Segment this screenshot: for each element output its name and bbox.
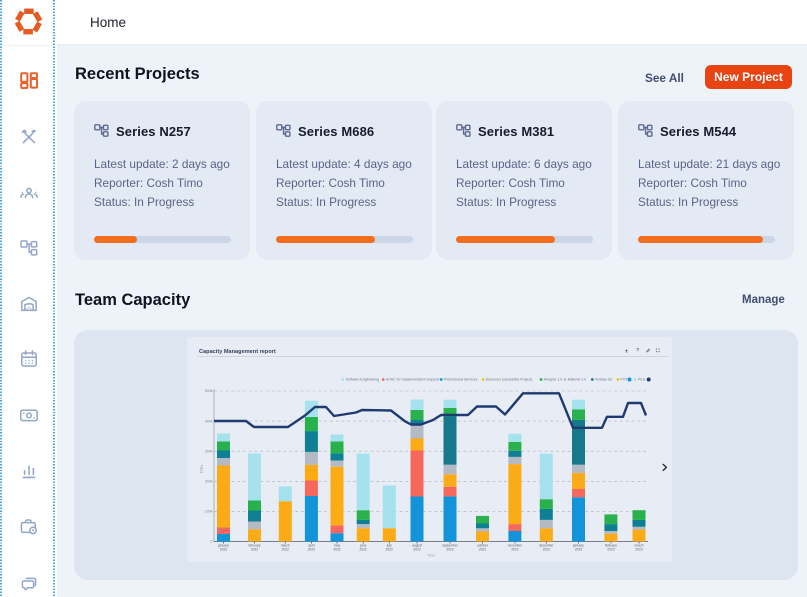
svg-text:200k: 200k <box>205 480 213 484</box>
svg-text:february: february <box>248 544 260 548</box>
svg-text:2022: 2022 <box>220 548 228 552</box>
svg-text:january: january <box>572 544 584 548</box>
svg-text:january: january <box>217 544 229 548</box>
svg-text:february: february <box>605 544 617 548</box>
svg-text:PVT: PVT <box>621 378 629 382</box>
svg-text:2023: 2023 <box>635 548 643 552</box>
svg-text:0: 0 <box>211 540 213 544</box>
svg-text:2022: 2022 <box>251 548 259 552</box>
svg-text:300k: 300k <box>205 449 213 453</box>
svg-text:Professional Services: Professional Services <box>444 378 478 382</box>
svg-text:2022: 2022 <box>479 548 487 552</box>
svg-text:april: april <box>308 544 314 548</box>
svg-text:Discovery (specialists Project: Discovery (specialists Project) <box>486 378 533 382</box>
svg-text:2022: 2022 <box>446 548 454 552</box>
svg-text:august: august <box>412 544 422 548</box>
svg-text:2022: 2022 <box>308 548 316 552</box>
svg-text:500k: 500k <box>205 389 213 393</box>
svg-text:march: march <box>281 544 290 548</box>
svg-text:Software Engineering: Software Engineering <box>346 378 380 382</box>
svg-text:2022: 2022 <box>543 548 551 552</box>
svg-text:AOSC for Implementation Suppor: AOSC for Implementation Support <box>386 378 439 382</box>
svg-text:Amayze 1.0: Amayze 1.0 <box>544 378 563 382</box>
svg-text:Material 2.0: Material 2.0 <box>568 378 586 382</box>
svg-text:june: june <box>359 544 366 548</box>
svg-text:FTEs: FTEs <box>200 465 204 474</box>
svg-text:july: july <box>386 544 392 548</box>
svg-text:2023: 2023 <box>575 548 583 552</box>
svg-text:Tortoise 62: Tortoise 62 <box>595 378 612 382</box>
svg-text:november: november <box>508 544 524 548</box>
svg-text:2022: 2022 <box>386 548 394 552</box>
svg-text:october: october <box>477 544 489 548</box>
svg-text:400k: 400k <box>205 419 213 423</box>
svg-text:Time: Time <box>427 554 435 558</box>
svg-text:PILE: PILE <box>638 378 646 382</box>
svg-text:december: december <box>539 544 555 548</box>
svg-text:2022: 2022 <box>282 548 290 552</box>
svg-text:may: may <box>334 544 341 548</box>
svg-text:2022: 2022 <box>333 548 341 552</box>
svg-text:march: march <box>634 544 643 548</box>
svg-text:september: september <box>442 544 458 548</box>
svg-text:2022: 2022 <box>413 548 421 552</box>
svg-text:Capacity Management report: Capacity Management report <box>199 349 276 355</box>
svg-text:100k: 100k <box>205 510 213 514</box>
svg-text:2022: 2022 <box>511 548 519 552</box>
svg-text:2022: 2022 <box>360 548 368 552</box>
svg-text:2023: 2023 <box>607 548 615 552</box>
